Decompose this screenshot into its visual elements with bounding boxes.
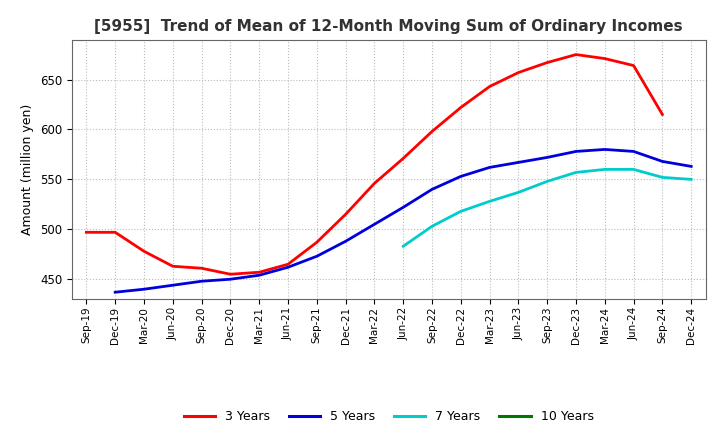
- Legend: 3 Years, 5 Years, 7 Years, 10 Years: 3 Years, 5 Years, 7 Years, 10 Years: [179, 405, 598, 428]
- Y-axis label: Amount (million yen): Amount (million yen): [22, 104, 35, 235]
- Title: [5955]  Trend of Mean of 12-Month Moving Sum of Ordinary Incomes: [5955] Trend of Mean of 12-Month Moving …: [94, 19, 683, 34]
